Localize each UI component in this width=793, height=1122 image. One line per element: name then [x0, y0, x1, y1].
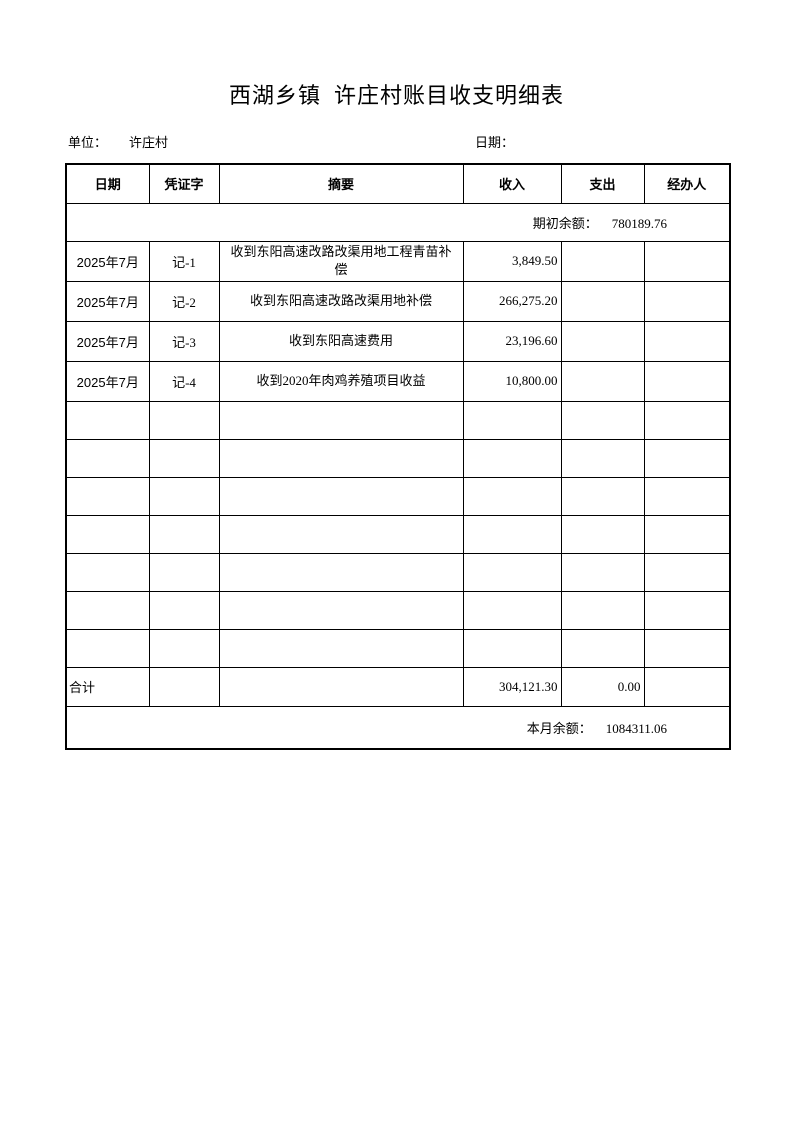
cell-voucher: 记-2: [148, 280, 220, 322]
closing-balance-row: 本月余额： 1084311.06: [65, 705, 731, 750]
date-label: 日期：: [475, 135, 515, 150]
closing-balance-cell: 本月余额： 1084311.06: [65, 705, 731, 750]
cell-summary: 收到东阳高速改路改渠用地工程青苗补偿: [218, 240, 464, 282]
meta-line: 单位： 许庄村 日期：: [68, 132, 728, 150]
total-income: 304,121.30: [462, 666, 562, 707]
cell-summary: 收到东阳高速费用: [218, 320, 464, 362]
header-handler: 经办人: [643, 163, 731, 204]
cell-income: 266,275.20: [462, 280, 562, 322]
cell-expense: [560, 320, 645, 362]
document-title: 西湖乡镇 许庄村账目收支明细表: [228, 83, 564, 108]
total-handler: [643, 666, 731, 707]
cell-expense: [560, 280, 645, 322]
cell-expense: [560, 240, 645, 282]
cell-income: 3,849.50: [462, 240, 562, 282]
total-row: 合计 304,121.30 0.00: [65, 666, 731, 707]
table-row-empty: [65, 590, 731, 630]
opening-balance-label: 期初余额：: [532, 215, 598, 231]
header-date: 日期: [65, 163, 150, 204]
cell-handler: [643, 280, 731, 322]
total-expense: 0.00: [560, 666, 645, 707]
cell-date: 2025年7月: [65, 280, 150, 322]
cell-handler: [643, 360, 731, 402]
cell-expense: [560, 360, 645, 402]
cell-date: 2025年7月: [65, 240, 150, 282]
cell-voucher: 记-4: [148, 360, 220, 402]
cell-date: 2025年7月: [65, 320, 150, 362]
table-row-empty: [65, 552, 731, 592]
table-row-empty: [65, 514, 731, 554]
cell-voucher: 记-1: [148, 240, 220, 282]
unit-value: 许庄村: [129, 135, 169, 150]
table-row: 2025年7月 记-2 收到东阳高速改路改渠用地补偿 266,275.20: [65, 280, 731, 322]
cell-summary: 收到2020年肉鸡养殖项目收益: [218, 360, 464, 402]
table-row-empty: [65, 476, 731, 516]
cell-summary: 收到东阳高速改路改渠用地补偿: [218, 280, 464, 322]
cell-income: 10,800.00: [462, 360, 562, 402]
total-label: 合计: [65, 666, 150, 707]
unit-label: 单位：: [68, 135, 108, 150]
cell-voucher: 记-3: [148, 320, 220, 362]
table-row: 2025年7月 记-3 收到东阳高速费用 23,196.60: [65, 320, 731, 362]
cell-income: 23,196.60: [462, 320, 562, 362]
closing-balance-label: 本月余额：: [526, 720, 592, 736]
table-row-empty: [65, 438, 731, 478]
opening-balance-value: 780189.76: [611, 215, 667, 231]
cell-handler: [643, 240, 731, 282]
header-voucher: 凭证字: [148, 163, 220, 204]
table-row: 2025年7月 记-4 收到2020年肉鸡养殖项目收益 10,800.00: [65, 360, 731, 402]
header-income: 收入: [462, 163, 562, 204]
table-row-empty: [65, 628, 731, 668]
header-summary: 摘要: [218, 163, 464, 204]
opening-balance-row: 期初余额： 780189.76: [65, 202, 731, 242]
closing-balance-value: 1084311.06: [605, 720, 667, 736]
cell-handler: [643, 320, 731, 362]
table-row-empty: [65, 400, 731, 440]
header-row: 日期 凭证字 摘要 收入 支出 经办人: [65, 163, 731, 204]
header-expense: 支出: [560, 163, 645, 204]
ledger-table: 日期 凭证字 摘要 收入 支出 经办人 期初余额： 780189.76 2025年…: [65, 163, 731, 750]
opening-balance-cell: 期初余额： 780189.76: [65, 202, 731, 242]
cell-date: 2025年7月: [65, 360, 150, 402]
table-row: 2025年7月 记-1 收到东阳高速改路改渠用地工程青苗补偿 3,849.50: [65, 240, 731, 282]
